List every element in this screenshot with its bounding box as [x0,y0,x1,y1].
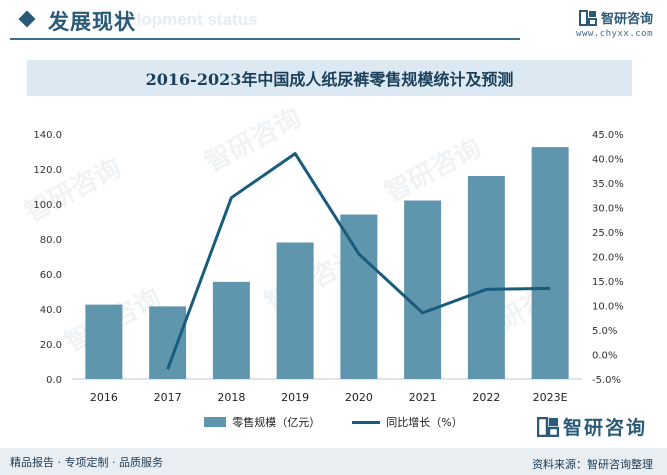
x-tick-label: 2021 [409,391,437,404]
y-right-tick-label: 25.0% [592,228,624,239]
x-tick-label: 2022 [472,391,500,404]
y-right-tick-label: 10.0% [592,302,624,313]
legend-label-line: 同比增长（%） [386,416,463,429]
brand-logo-icon [578,9,597,26]
bar [404,200,442,379]
y-right-tick-label: 5.0% [592,326,617,337]
x-tick-label: 2017 [154,391,182,404]
y-left-tick-label: 100.0 [33,200,62,211]
y-right-tick-label: 40.0% [592,155,624,166]
legend-label-bar: 零售规模（亿元） [232,416,321,429]
x-tick-label: 2023E [533,391,568,404]
chart-legend: 零售规模（亿元） 同比增长（%） [0,414,667,430]
chart-title-band: 2016-2023年中国成人纸尿裤零售规模统计及预测 [27,60,632,96]
y-left-tick-label: 20.0 [40,340,62,351]
y-right-tick-label: 20.0% [592,253,624,264]
footer-tagline: 精品报告 · 专项定制 · 品质服务 [10,456,163,469]
bar [340,214,378,379]
y-left-tick-label: 60.0 [40,270,62,281]
footer-logo-icon [536,416,559,437]
footer-source: 资料来源：智研咨询整理 [532,458,653,471]
section-ghost-title: Development status [96,10,258,29]
bar [467,176,505,379]
x-tick-label: 2019 [281,391,309,404]
x-tick-label: 2016 [90,391,118,404]
footer-logo-name: 智研咨询 [562,417,647,439]
footer-logo: 智研咨询 [536,413,647,440]
legend-swatch-line [352,420,381,424]
header-divider [10,38,520,40]
y-left-tick-label: 0.0 [46,375,62,386]
y-right-tick-label: -5.0% [592,375,621,386]
bar [85,304,123,379]
x-tick-label: 2018 [217,391,245,404]
section-title: 发展现状 [48,10,136,34]
diamond-icon [18,10,36,28]
brand-name: 智研咨询 [600,12,653,27]
header: Development status 发展现状 智研咨询 www.chyxx.c… [0,0,667,48]
bar [212,281,250,379]
legend-item-bar: 零售规模（亿元） [204,414,320,430]
y-right-tick-label: 0.0% [592,351,617,362]
legend-item-line: 同比增长（%） [352,414,463,430]
y-left-tick-label: 40.0 [40,305,62,316]
y-left-tick-label: 80.0 [40,235,62,246]
x-tick-label: 2020 [345,391,373,404]
y-right-tick-label: 15.0% [592,277,624,288]
chart-title: 2016-2023年中国成人纸尿裤零售规模统计及预测 [145,70,514,89]
y-left-tick-label: 140.0 [33,130,62,141]
y-right-tick-label: 35.0% [592,179,624,190]
bar [276,242,314,379]
legend-swatch-bar [204,417,227,427]
brand: 智研咨询 www.chyxx.com [576,8,653,39]
brand-url: www.chyxx.com [576,29,653,39]
footer: 精品报告 · 专项定制 · 品质服务 资料来源：智研咨询整理 [0,448,667,475]
bar [531,147,569,379]
y-right-tick-label: 45.0% [592,130,624,141]
combo-chart: 0.0 20.0 40.0 60.0 80.0 100.0 120.0 140.0 -5.0% 0… [33,130,624,404]
y-right-tick-label: 30.0% [592,204,624,215]
y-left-tick-label: 120.0 [33,165,62,176]
